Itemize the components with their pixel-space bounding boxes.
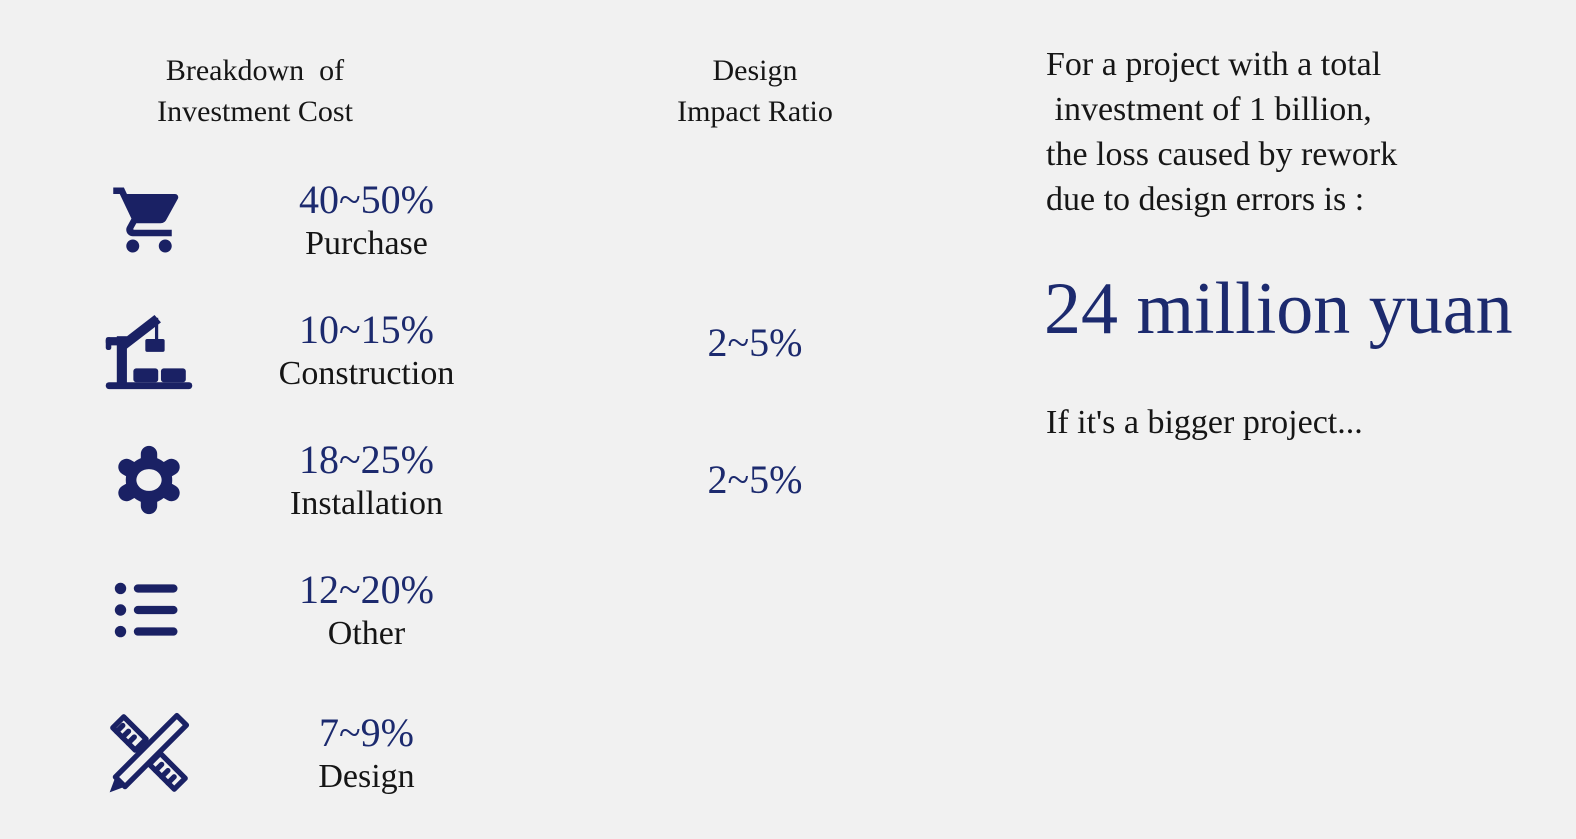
gear-icon — [85, 439, 213, 521]
cost-item-installation: 18~25% Installation — [85, 415, 520, 545]
ruler-pencil-icon — [85, 705, 213, 801]
bigger-project-note: If it's a bigger project... — [1046, 404, 1363, 441]
cost-item-purchase: 40~50% Purchase — [85, 155, 520, 285]
percent-value: 40~50% — [299, 177, 434, 222]
cost-item-text: 7~9% Design — [213, 709, 520, 797]
cost-item-text: 10~15% Construction — [213, 306, 520, 394]
cost-label: Construction — [278, 355, 455, 392]
cost-label: Other — [327, 615, 406, 652]
crane-icon — [85, 304, 213, 396]
cost-label: Design — [318, 758, 415, 795]
list-icon — [85, 572, 213, 648]
left-column-header: Breakdown of Investment Cost — [157, 54, 353, 128]
rework-loss-paragraph: For a project with a total investment of… — [1046, 46, 1398, 218]
design-impact-ratio-construction: 2~5% — [707, 320, 803, 365]
cost-item-text: 40~50% Purchase — [213, 176, 520, 264]
cost-label: Purchase — [305, 225, 428, 262]
cost-item-text: 18~25% Installation — [213, 436, 520, 524]
cost-label: Installation — [290, 485, 443, 522]
percent-value: 18~25% — [299, 437, 434, 482]
percent-value: 10~15% — [299, 307, 434, 352]
percent-value: 12~20% — [299, 567, 434, 612]
design-impact-ratio-installation: 2~5% — [707, 457, 803, 502]
cost-item-text: 12~20% Other — [213, 566, 520, 654]
loss-amount-highlight: 24 million yuan — [1044, 268, 1513, 350]
cost-item-other: 12~20% Other — [85, 545, 520, 675]
cost-item-design: 7~9% Design — [85, 688, 520, 818]
middle-column-header: Design Impact Ratio — [677, 54, 833, 128]
percent-value: 7~9% — [319, 710, 414, 755]
shopping-cart-icon — [85, 181, 213, 259]
cost-item-construction: 10~15% Construction — [85, 285, 520, 415]
